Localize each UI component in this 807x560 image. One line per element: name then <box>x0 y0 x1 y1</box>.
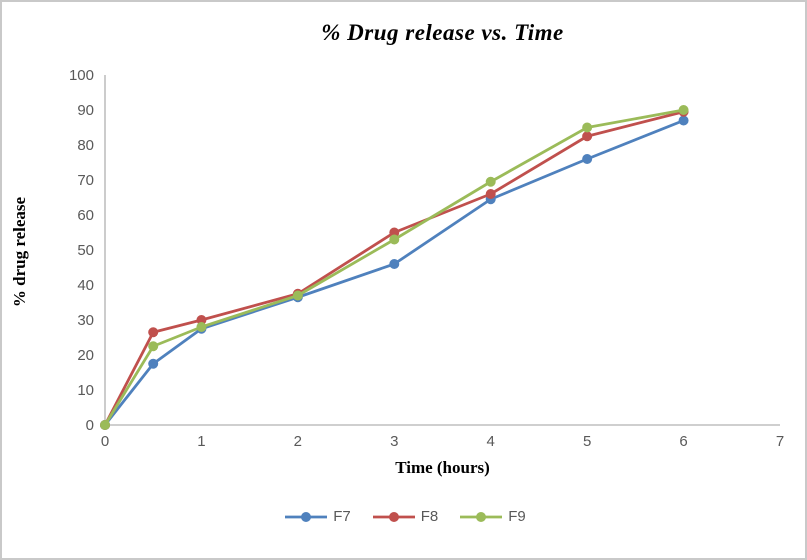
series-line-f9 <box>103 108 685 427</box>
data-point-marker-f9 <box>678 105 689 115</box>
data-point-marker-f8 <box>148 327 159 338</box>
y-tick-label: 50 <box>77 242 94 259</box>
y-tick-label: 80 <box>77 137 94 154</box>
y-tick-label: 100 <box>69 67 94 84</box>
data-point-marker-f7 <box>582 154 593 164</box>
x-tick-label: 7 <box>776 433 784 450</box>
x-tick-label: 0 <box>101 433 109 450</box>
y-tick-label: 70 <box>77 172 94 189</box>
data-point-marker-f9 <box>292 290 303 301</box>
series-line-f7 <box>103 119 685 427</box>
y-tick-label: 0 <box>86 417 94 434</box>
data-point-marker-f9 <box>100 420 110 430</box>
data-point-marker-f7 <box>389 259 400 269</box>
data-point-marker-f9 <box>148 341 159 352</box>
x-tick-label: 5 <box>583 433 591 450</box>
x-tick-label: 4 <box>487 433 495 450</box>
legend-item-f8: F8 <box>372 508 439 525</box>
data-point-marker-f9 <box>485 176 496 187</box>
y-tick-label: 30 <box>77 312 94 329</box>
legend-label: F7 <box>333 508 351 525</box>
data-point-marker-f8 <box>389 227 400 238</box>
y-tick-label: 90 <box>77 102 94 119</box>
legend-item-f9: F9 <box>460 508 526 525</box>
x-tick-label: 6 <box>679 433 687 450</box>
legend: F7 F8 F9 <box>2 508 805 525</box>
y-tick-label: 40 <box>77 277 94 294</box>
data-point-marker-f9 <box>582 122 593 133</box>
legend-label: F8 <box>420 508 439 525</box>
legend-line-marker-icon <box>372 511 415 522</box>
data-point-marker-f7 <box>148 358 159 369</box>
x-tick-label: 2 <box>294 433 302 450</box>
y-tick-label: 60 <box>77 207 94 224</box>
x-axis-title: Time (hours) <box>395 458 490 477</box>
data-point-marker-f9 <box>389 234 400 245</box>
series-line-f8 <box>103 110 685 427</box>
legend-line-marker-icon <box>285 511 328 522</box>
x-tick-label: 1 <box>197 433 205 450</box>
data-point-marker-f9 <box>196 322 207 332</box>
y-tick-label: 10 <box>77 382 94 399</box>
data-point-marker-f7 <box>678 115 689 126</box>
chart-title: % Drug release vs. Time <box>321 20 564 45</box>
legend-item-f7: F7 <box>285 508 351 525</box>
data-point-marker-f8 <box>485 189 496 199</box>
legend-label: F9 <box>508 508 526 525</box>
legend-line-marker-icon <box>460 511 503 522</box>
data-point-marker-f8 <box>582 131 593 142</box>
data-point-marker-f8 <box>196 315 207 325</box>
y-tick-label: 20 <box>77 347 94 364</box>
x-tick-label: 3 <box>390 433 398 450</box>
